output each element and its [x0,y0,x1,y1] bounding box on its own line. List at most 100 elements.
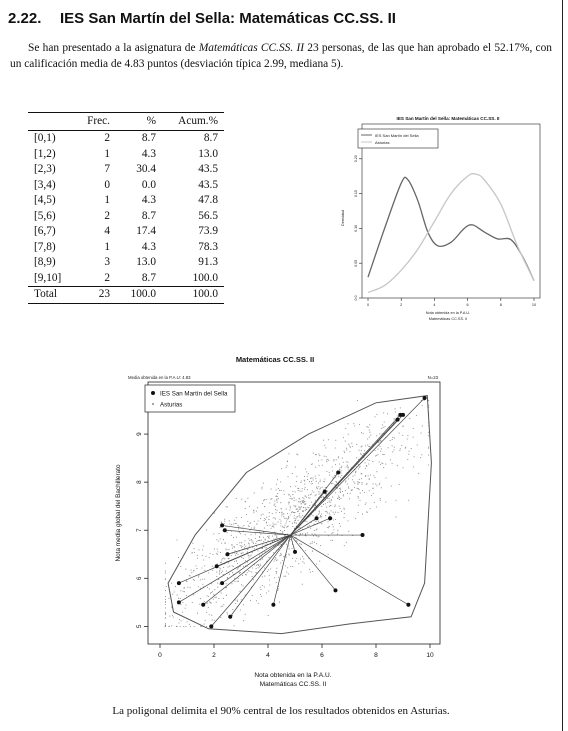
asturias-point [185,594,187,597]
asturias-point [195,565,197,567]
asturias-point [244,508,246,510]
asturias-point [309,571,312,573]
asturias-point [420,457,422,459]
asturias-point [312,452,314,454]
table-row: [2,3) 7 30.4 43.5 [28,162,224,178]
asturias-point [354,474,356,476]
asturias-point [304,509,306,512]
asturias-point [294,491,296,493]
asturias-point [313,491,315,493]
asturias-point [239,565,241,568]
asturias-point [334,484,336,486]
asturias-point [374,416,376,418]
asturias-point [213,533,215,535]
asturias-point [237,577,239,579]
asturias-point [250,522,252,524]
asturias-point [339,507,341,510]
asturias-point [293,505,295,507]
asturias-point [298,487,300,489]
school-point [422,396,427,401]
asturias-point [219,567,221,569]
asturias-point [288,494,290,496]
asturias-point [255,537,257,540]
ray-line [227,534,291,555]
asturias-point [263,499,265,501]
asturias-point [248,538,250,540]
table-cell: 2 [104,132,110,144]
asturias-point [300,503,302,505]
asturias-point [364,462,366,464]
asturias-point [334,474,336,476]
asturias-point [285,508,287,510]
asturias-point [273,552,275,554]
asturias-point [175,625,177,627]
asturias-point [337,511,339,513]
asturias-point [193,594,195,596]
asturias-point [280,507,282,510]
asturias-point [253,512,255,514]
asturias-point [293,497,295,499]
school-point [222,528,227,533]
asturias-point [295,485,297,487]
asturias-point [360,450,362,452]
asturias-point [381,462,383,464]
asturias-point [277,497,279,500]
asturias-point [296,557,298,560]
asturias-point [219,569,221,572]
asturias-point [345,427,347,429]
asturias-point [320,496,323,498]
asturias-point [330,500,332,502]
asturias-point [299,490,301,492]
asturias-point [289,520,291,523]
asturias-point [391,462,393,465]
asturias-point [318,453,320,455]
asturias-point [348,530,350,532]
school-point [209,624,214,629]
asturias-point [358,482,360,484]
asturias-point [318,535,320,537]
asturias-point [348,443,350,445]
asturias-point [207,595,210,597]
asturias-point [208,588,210,590]
asturias-point [376,485,378,487]
asturias-point [354,425,356,427]
asturias-point [343,494,345,496]
x-tick-label: 10 [426,652,434,659]
asturias-point [255,568,257,570]
asturias-point [293,499,295,502]
asturias-point [303,475,306,478]
asturias-point [321,523,323,525]
asturias-point [213,512,216,514]
table-cell: 23 [78,286,116,304]
asturias-point [314,495,316,497]
asturias-point [349,451,351,453]
asturias-point [164,570,166,572]
asturias-point [235,497,237,499]
asturias-point [266,516,268,518]
asturias-point [289,505,291,507]
asturias-point [346,483,348,485]
asturias-point [319,481,321,483]
asturias-point [376,471,378,473]
asturias-point [197,576,200,578]
asturias-point [234,599,236,601]
asturias-point [339,467,341,469]
asturias-point [358,489,360,491]
asturias-point [333,459,335,461]
asturias-point [297,454,299,456]
asturias-point [265,518,267,520]
y-tick-label: 0.05 [354,260,358,267]
asturias-point [263,520,265,522]
asturias-point [271,540,273,542]
asturias-point [288,553,290,555]
asturias-point [213,548,215,550]
asturias-point [287,518,289,520]
table-cell: 7 [104,163,110,175]
asturias-point [286,526,288,528]
asturias-point [392,436,394,438]
asturias-point [277,487,279,489]
asturias-point [343,517,345,519]
asturias-point [365,474,367,477]
asturias-point [338,505,340,507]
asturias-point [276,535,278,537]
